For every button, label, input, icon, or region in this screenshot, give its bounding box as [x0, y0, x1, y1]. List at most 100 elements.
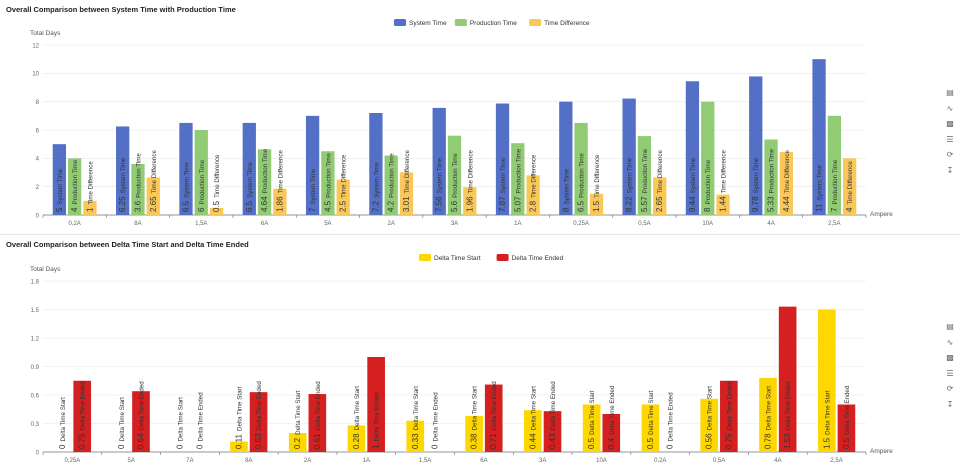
data-label-delta-time-ended: 1 Delta Time Ended: [372, 392, 381, 449]
y-tick-label: 1.8: [31, 279, 40, 285]
data-series-name: Time Difference: [531, 154, 538, 198]
data-label-time-difference: 1 Time Difference: [85, 161, 94, 212]
x-tick-label: 10A: [596, 458, 607, 464]
data-value: 4.2: [387, 200, 396, 212]
data-label-production-time: 3.6 Production Time: [133, 153, 142, 212]
bar-delta-time-ended: [308, 394, 327, 452]
data-label-production-time: 4.5 Production Time: [323, 153, 332, 212]
data-label-system-time: 9.78 System Time: [751, 157, 760, 212]
x-tick-label: 1A: [514, 221, 521, 227]
line-chart-icon[interactable]: ∿: [946, 103, 954, 113]
data-series-name: Delta Time Start: [589, 390, 596, 435]
bar-time-difference: [463, 187, 477, 215]
data-series-name: Delta Time Ended: [432, 392, 439, 442]
data-value: 0.43: [548, 433, 557, 449]
bar-chart-icon[interactable]: ▩: [946, 353, 954, 362]
data-view-icon[interactable]: ▤: [946, 322, 954, 331]
data-value: 1.96: [465, 196, 474, 212]
legend-label-delta-time-ended: Delta Time Ended: [512, 255, 564, 262]
data-series-name: System Time: [247, 162, 254, 198]
data-series-name: Production Time: [579, 153, 586, 198]
bar-system-time: [432, 107, 446, 215]
data-label-delta-time-ended: 0 Delta Time Ended: [666, 392, 675, 449]
data-label-delta-time-ended: 0.75 Delta Time Ended: [78, 381, 87, 449]
data-value: 0.11: [234, 433, 243, 449]
data-label-system-time: 7 System Time: [308, 168, 317, 212]
bar-delta-time-start: [641, 404, 660, 452]
data-series-name: Production Time: [705, 159, 712, 204]
data-series-name: System Time: [500, 157, 507, 193]
data-value: 6.5: [245, 200, 254, 212]
bar-chart-icon[interactable]: ▩: [946, 119, 954, 128]
bar-delta-time-ended: [837, 404, 856, 452]
restore-icon[interactable]: ⟳: [946, 384, 954, 393]
data-label-delta-time-start: 0.38 Delta Time Start: [470, 386, 479, 449]
chart-panel-system-production: Overall Comparison between System Time w…: [0, 0, 960, 232]
data-series-name: Time Difference: [151, 150, 158, 194]
bar-delta-time-ended: [543, 411, 562, 452]
data-label-production-time: 5.57 Production Time: [640, 148, 649, 212]
save-image-icon[interactable]: ↧: [946, 399, 954, 409]
data-label-delta-time-start: 0 Delta Time Start: [176, 397, 185, 449]
y-tick-label: 0.3: [31, 422, 40, 428]
bar-delta-time-ended: [367, 357, 385, 452]
data-label-delta-time-start: 0.28 Delta Time Start: [352, 386, 361, 449]
x-tick-label: 5A: [128, 458, 135, 464]
x-tick-label: 7A: [186, 458, 193, 464]
data-value: 7.56: [435, 196, 444, 212]
data-label-time-difference: 2.5 Time Difference: [339, 154, 348, 212]
bar-production-time: [131, 164, 145, 215]
data-value: 8: [561, 207, 570, 212]
data-series-name: Production Time: [135, 153, 142, 198]
x-tick-label: 2,5A: [830, 458, 842, 464]
bar-delta-time-ended: [484, 384, 503, 452]
data-label-delta-time-ended: 0.4 Delta Time Ended: [607, 385, 616, 449]
data-series-name: Delta Time Ended: [491, 381, 498, 431]
stack-icon[interactable]: ☰: [946, 134, 954, 144]
data-label-delta-time-ended: 0.63 Delta Time Ended: [254, 381, 263, 449]
bar-time-difference: [526, 175, 540, 215]
data-value: 0.5: [842, 437, 851, 449]
y-tick-label: 0.6: [31, 393, 40, 399]
data-label-system-time: 9.44 System Time: [688, 157, 697, 212]
data-label-system-time: 11 System Time: [815, 164, 824, 212]
data-label-production-time: 4.2 Production Time: [387, 153, 396, 212]
restore-icon[interactable]: ⟳: [946, 150, 954, 159]
data-value: 0.63: [254, 433, 263, 449]
data-label-system-time: 8.22 System Time: [625, 157, 634, 212]
x-tick-label: 1A: [363, 458, 370, 464]
data-value: 0.61: [313, 433, 322, 449]
y-tick-label: 0.9: [31, 365, 40, 371]
data-series-name: Delta Time Ended: [138, 381, 145, 431]
legend-label-time-difference: Time Difference: [544, 20, 590, 27]
data-view-icon[interactable]: ▤: [946, 88, 954, 97]
legend-swatch-system-time: [394, 19, 406, 26]
bar-system-time: [622, 98, 636, 215]
bar-delta-time-start: [817, 309, 836, 452]
bar-production-time: [701, 101, 715, 215]
legend-swatch-delta-time-start: [419, 254, 431, 261]
data-series-name: Delta Time Ended: [315, 381, 322, 431]
y-tick-label: 4: [36, 157, 40, 163]
bar-time-difference: [209, 207, 224, 215]
legend-swatch-production-time: [454, 19, 467, 26]
data-label-system-time: 7.87 System Time: [498, 157, 507, 212]
stack-icon[interactable]: ☰: [946, 368, 954, 378]
chart-toolbar: ▤ ∿ ▩ ☰ ⟳ ↧: [944, 87, 956, 180]
data-value: 8: [703, 207, 712, 212]
save-image-icon[interactable]: ↧: [946, 165, 954, 175]
data-label-delta-time-start: 1.5 Delta Time Start: [822, 390, 831, 449]
bar-time-difference: [336, 179, 350, 215]
data-series-name: Delta Time Start: [119, 397, 126, 442]
data-value: 0.4: [607, 437, 616, 449]
y-tick-label: 10: [32, 72, 39, 78]
data-value: 6.5: [577, 200, 586, 212]
data-label-delta-time-ended: 0.64 Delta Time Ended: [136, 381, 145, 449]
data-label-delta-time-start: 0.5 Delta Time Start: [587, 390, 596, 449]
x-tick-label: 4A: [774, 458, 781, 464]
bar-system-time: [685, 81, 700, 216]
data-series-name: System Time: [753, 157, 760, 193]
x-tick-label: 2A: [304, 458, 311, 464]
line-chart-icon[interactable]: ∿: [946, 337, 954, 347]
x-tick-label: 2A: [388, 221, 395, 227]
